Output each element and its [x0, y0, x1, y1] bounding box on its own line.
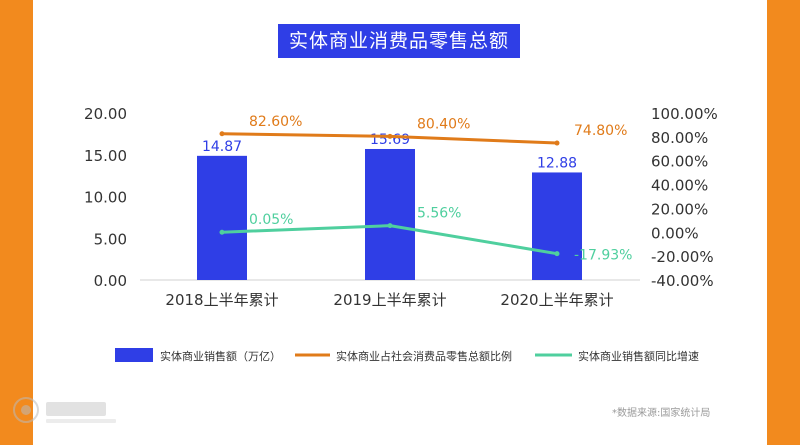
chart-title: 实体商业消费品零售总额	[278, 24, 520, 58]
y-right-tick-label: 80.00%	[651, 129, 708, 147]
y-left-tick-label: 20.00	[84, 105, 127, 123]
growth-point	[554, 251, 560, 257]
ratio-point	[219, 131, 225, 137]
y-right-tick-label: 40.00%	[651, 177, 708, 195]
ratio-point	[387, 133, 393, 139]
legend-label: 实体商业销售额同比增速	[578, 349, 699, 363]
growth-data-label: -17.93%	[574, 248, 632, 264]
watermark-logo	[13, 397, 116, 423]
bar	[532, 172, 582, 280]
y-right-tick-label: 0.00%	[651, 224, 699, 242]
y-left-tick-label: 10.00	[84, 189, 127, 207]
ratio-data-label: 80.40%	[417, 116, 470, 132]
growth-data-label: 0.05%	[249, 212, 293, 228]
bar-data-label: 14.87	[202, 139, 242, 155]
x-tick-label: 2018上半年累计	[165, 291, 278, 309]
y-left-tick-label: 5.00	[94, 230, 127, 248]
legend-label: 实体商业销售额（万亿）	[160, 349, 281, 363]
x-tick-label: 2020上半年累计	[500, 291, 613, 309]
y-left-tick-label: 15.00	[84, 147, 127, 165]
ratio-point	[554, 140, 560, 146]
ratio-data-label: 82.60%	[249, 114, 302, 130]
bar-data-label: 12.88	[537, 155, 577, 171]
source-note: *数据来源:国家统计局	[612, 408, 711, 419]
y-right-tick-label: -40.00%	[651, 272, 714, 290]
bar	[365, 148, 415, 280]
legend-label: 实体商业占社会消费品零售总额比例	[336, 349, 512, 363]
growth-point	[387, 223, 393, 229]
y-left-tick-label: 0.00	[94, 272, 127, 290]
bar	[197, 155, 247, 280]
x-tick-label: 2019上半年累计	[333, 291, 446, 309]
y-right-tick-label: -20.00%	[651, 248, 714, 266]
ratio-data-label: 74.80%	[574, 123, 627, 139]
growth-data-label: 5.56%	[417, 206, 461, 222]
y-right-tick-label: 60.00%	[651, 153, 708, 171]
y-right-tick-label: 100.00%	[651, 105, 718, 123]
legend-swatch-bar	[115, 348, 153, 362]
growth-point	[219, 229, 225, 235]
y-right-tick-label: 20.00%	[651, 200, 708, 218]
